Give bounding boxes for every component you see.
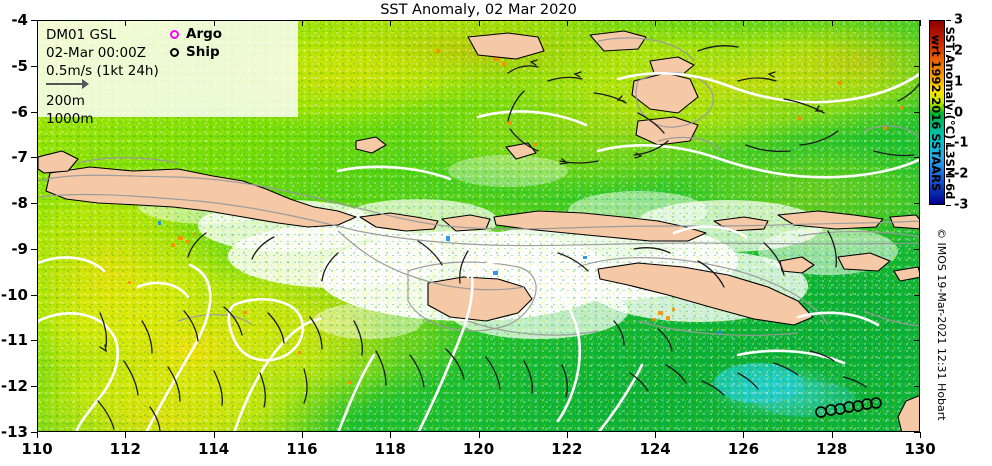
colorbar-title-line2: wrt 1992-2016 SSTAARS [929,34,943,192]
ship-track [815,397,882,418]
y-tick [31,111,37,113]
x-tick-top [655,20,657,26]
y-tick-right [914,157,920,159]
page-title: SST Anomaly, 02 Mar 2020 [380,2,577,18]
sst-anomaly-raster [38,21,919,431]
colorbar-tick [946,174,951,176]
x-tick-label: 114 [197,440,230,458]
colorbar-tick [946,50,951,52]
y-tick-label: -5 [11,56,28,75]
x-tick-top [478,20,480,26]
y-tick [31,20,37,21]
x-tick [566,432,568,438]
colorbar-tick-label: -3 [954,197,969,213]
x-tick [478,432,480,438]
y-tick-label: -4 [11,11,28,29]
y-tick-right [914,340,920,342]
y-tick [31,294,37,296]
y-tick-right [914,432,920,433]
y-tick-label: -13 [0,423,28,441]
y-tick-right [914,248,920,250]
x-tick-label: 112 [109,440,141,458]
attribution-text: © IMOS 19-Mar-2021 12:31 Hobart [935,228,948,421]
x-tick [920,432,921,438]
x-tick-top [37,20,38,26]
x-tick [37,432,38,438]
colorbar-tick-label: 2 [954,43,964,59]
x-tick-label: 130 [904,440,936,458]
x-tick-top [831,20,833,26]
current-vectors [97,45,919,431]
x-tick-top [920,20,921,26]
x-tick-top [301,20,303,26]
x-tick-label: 124 [639,440,671,458]
x-tick [213,432,215,438]
x-tick-top [390,20,392,26]
y-tick [31,248,37,250]
colorbar-tick-label: -1 [954,135,969,151]
map-plot-area[interactable]: DM01 GSL 02-Mar 00:00Z 0.5m/s (1kt 24h) … [37,20,920,432]
colorbar-tick-label: -2 [954,166,969,182]
x-tick-label: 126 [727,440,760,458]
y-tick-right [914,203,920,205]
x-tick-top [213,20,215,26]
colorbar-tick [946,81,951,83]
y-tick [31,340,37,342]
x-tick-label: 128 [816,440,848,458]
x-tick [390,432,392,438]
colorbar-title: SST Anomaly (°C) L3SM-6d wrt 1992-2016 S… [927,20,957,206]
y-tick-label: -7 [11,148,28,167]
x-tick [125,432,127,438]
y-tick-right [914,20,920,21]
y-tick-right [914,65,920,67]
x-tick [831,432,833,438]
colorbar-tick [946,205,951,206]
x-tick [301,432,303,438]
y-tick-label: -6 [11,102,28,121]
y-tick [31,386,37,388]
x-tick-label: 110 [21,440,53,458]
x-tick-label: 120 [462,440,495,458]
y-tick-right [914,111,920,113]
x-tick-top [125,20,127,26]
map-canvas: DM01 GSL 02-Mar 00:00Z 0.5m/s (1kt 24h) … [38,21,919,431]
y-tick-label: -12 [0,377,28,396]
x-tick [743,432,745,438]
colorbar-tick [946,143,951,145]
y-tick-right [914,386,920,388]
colorbar-tick-label: 1 [954,74,964,90]
x-tick-top [566,20,568,26]
x-tick [655,432,657,438]
x-tick-top [743,20,745,26]
y-tick [31,203,37,205]
y-tick [31,432,37,433]
y-tick [31,157,37,159]
colorbar-title-line1: SST Anomaly (°C) L3SM-6d [943,26,957,200]
x-tick-label: 116 [286,440,318,458]
x-tick-label: 118 [374,440,406,458]
colorbar [929,20,945,205]
y-tick-label: -8 [11,194,28,213]
y-tick-label: -9 [11,239,28,258]
colorbar-tick [946,112,951,114]
colorbar-tick [946,20,951,21]
colorbar-tick-label: 3 [954,12,964,28]
y-tick [31,65,37,67]
x-tick-label: 122 [551,440,583,458]
colorbar-tick-label: 0 [954,105,964,120]
y-tick-label: -10 [0,285,28,304]
y-tick-right [914,294,920,296]
y-tick-label: -11 [0,331,28,350]
